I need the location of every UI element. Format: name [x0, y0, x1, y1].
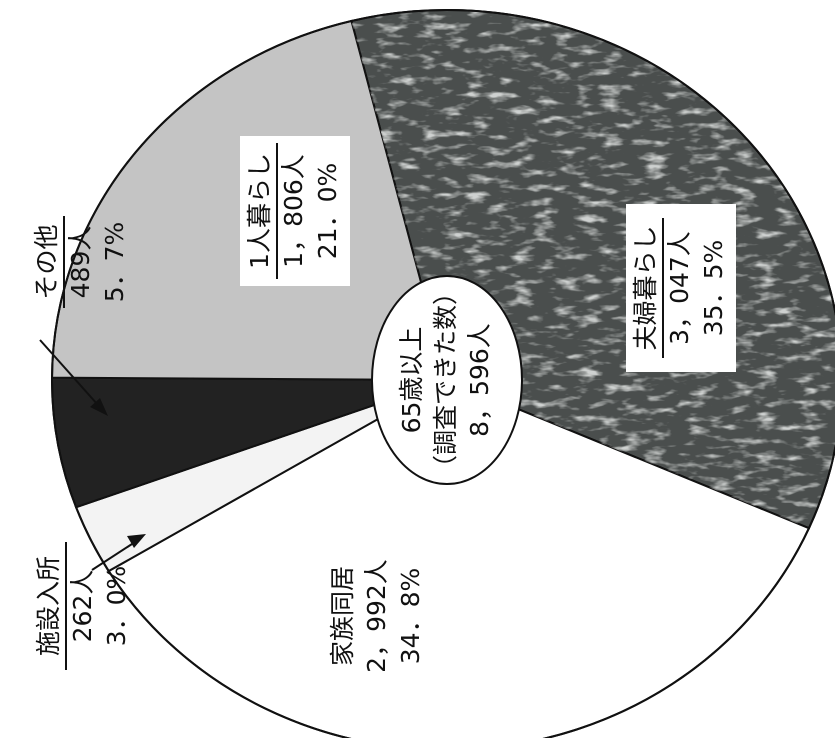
- slice-label-fuufu-name: 夫婦暮らし: [631, 225, 660, 350]
- slice-label-shisetsu-name: 施設入所: [34, 556, 63, 656]
- center-label-line2: （調査できた数）: [431, 280, 460, 480]
- slice-label-sonota-count: 489人: [66, 226, 95, 299]
- donut-outline: [51, 9, 835, 738]
- slice-label-fuufu-count: 3，047人: [665, 231, 694, 345]
- center-label-line3: 8，596人: [465, 323, 494, 437]
- slice-label-box-fuufu: [626, 204, 736, 372]
- slice-label-fuufu-percent: 35．5%: [699, 240, 728, 336]
- center-label-line1: 65歳以上: [397, 327, 426, 434]
- slice-label-hitori-count: 1，806人: [279, 154, 308, 268]
- slice-label-box-hitori: [240, 136, 350, 286]
- slice-label-sonota-name: その他: [32, 224, 61, 299]
- slice-label-hitori-percent: 21．0%: [313, 163, 342, 259]
- sonota-arrow-line: [39, 339, 99, 406]
- slice-label-shisetsu-percent: 3．0%: [102, 566, 131, 647]
- sonota-arrow-head: [90, 398, 108, 416]
- slice-label-kazoku-count: 2，992人: [362, 559, 391, 673]
- shisetsu-arrow-line: [91, 543, 133, 571]
- shisetsu-arrow-head: [127, 534, 146, 548]
- slice-label-shisetsu-count: 262人: [68, 570, 97, 643]
- slice-label-hitori-name: 1人暮らし: [245, 153, 274, 269]
- center-hole: [371, 275, 523, 485]
- slice-label-sonota-percent: 5．7%: [100, 222, 129, 303]
- slice-label-kazoku-name: 家族同居: [328, 566, 357, 666]
- slice-label-kazoku-percent: 34．8%: [396, 568, 425, 664]
